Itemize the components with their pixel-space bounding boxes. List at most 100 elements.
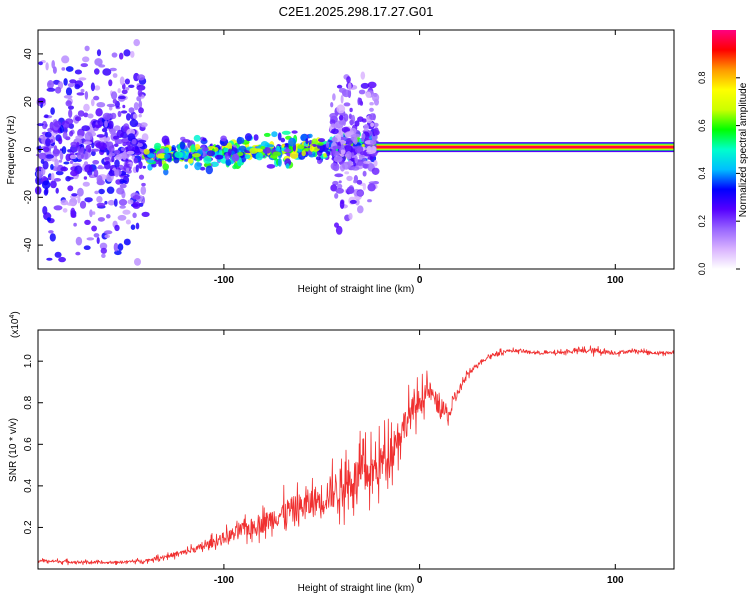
spectrogram-cell (125, 219, 131, 225)
spectrogram-cell (332, 180, 339, 186)
spectrogram-cell (88, 148, 92, 153)
spectrogram-cell (112, 98, 118, 104)
spectrogram-cell (346, 76, 351, 84)
spectrogram-cell (202, 137, 207, 142)
spectrogram-cell (238, 145, 247, 151)
spectrogram-cell (125, 87, 130, 91)
spectrogram-cell (138, 174, 145, 180)
spectrogram-cell (121, 147, 125, 152)
spectrogram-cell (68, 123, 75, 129)
spectrogram-cell (76, 151, 85, 160)
spectrogram-cell (351, 133, 361, 138)
spectrogram-cell (336, 104, 346, 114)
spectrogram-cell (369, 113, 376, 121)
spectrogram-cell (54, 158, 59, 168)
spectrogram-cell (141, 211, 150, 217)
spectrogram-cell (78, 77, 87, 81)
spectrogram-cell (114, 139, 124, 145)
spectrogram-cell (108, 145, 115, 153)
spectrogram-cell (104, 234, 110, 239)
spectrogram-cell (80, 63, 89, 68)
spectrogram-cell (40, 159, 45, 164)
spectrogram-cell (96, 49, 102, 57)
spectrogram-cell (132, 212, 137, 219)
spectrogram-cell (271, 131, 278, 138)
spectrogram-cell (96, 175, 103, 183)
snr-ylabel: SNR (10 * v/v) (8, 418, 19, 482)
spectrogram-cell (225, 158, 232, 166)
spectrogram-cell (111, 156, 115, 163)
spectrogram-cell (45, 138, 51, 147)
colorbar-tick-label: 0.6 (697, 119, 707, 132)
spectrogram-cell (345, 131, 354, 136)
spectrogram-cell (93, 233, 100, 238)
spectrogram-cell (288, 137, 297, 147)
spectrogram-cell (344, 145, 353, 153)
spectrogram-cell (113, 125, 121, 132)
spectrogram-cell (305, 138, 309, 145)
spectrogram-cell (83, 141, 93, 145)
spectrogram-cell (220, 135, 227, 142)
spectrogram-cell (94, 190, 99, 195)
spectrogram-cell (108, 79, 113, 87)
spectrogram-cell (53, 205, 63, 211)
spectrogram-cell (346, 175, 353, 182)
spectrogram-cell (130, 224, 136, 230)
spectrogram-cell (373, 160, 378, 167)
spectrogram-cell (100, 247, 108, 254)
spectrogram-cell (50, 172, 55, 181)
spectrogram-cell (42, 160, 49, 170)
spectrogram-cell (106, 214, 111, 219)
colorbar-tick-label: 0.8 (697, 72, 707, 85)
spectrogram-cell (95, 108, 103, 117)
snr-multiplier: (x104) (9, 311, 21, 338)
spectrogram-cell (357, 116, 364, 122)
spectrogram-cell (122, 104, 126, 109)
spectrogram-cell (335, 187, 345, 194)
spectrogram-cell (118, 199, 128, 206)
spectrogram-cell (61, 55, 70, 64)
spectrogram-cell (127, 199, 134, 205)
spectrogram-cell (260, 146, 266, 150)
spectrogram-cell (309, 145, 314, 152)
spectrogram-cell (106, 186, 115, 194)
spectrogram-cell (339, 200, 345, 209)
spectrogram-cell (123, 49, 131, 57)
spectrogram-cell (49, 121, 54, 131)
spectrogram-ytick-label: 0 (23, 146, 34, 152)
spectrogram-cell (73, 222, 77, 227)
spectrogram-cell (84, 219, 91, 225)
spectrogram-cell (75, 116, 82, 122)
spectrogram-cell (35, 153, 45, 157)
spectrogram-cell (345, 151, 352, 160)
spectrogram-cell (91, 142, 95, 149)
spectrogram-cell (104, 120, 108, 128)
spectrogram-cell (125, 113, 131, 121)
spectrogram-cell (162, 163, 169, 171)
spectrogram-cell (336, 183, 343, 189)
spectrogram-cell (41, 180, 51, 189)
spectrogram-cell (46, 217, 52, 222)
spectrogram-cell (83, 112, 89, 118)
spectrogram-cell (358, 154, 364, 160)
spectrogram-cell (203, 155, 212, 164)
spectrogram-cell (116, 129, 124, 138)
spectrogram-cell (297, 144, 305, 150)
spectrogram-cell (84, 164, 93, 173)
spectrogram-cell (317, 142, 324, 146)
spectrogram-cell (113, 135, 120, 140)
spectrogram-axes: -100 0 100 -40 -20 0 20 40 (23, 30, 624, 286)
snr-ytick-label: 0.2 (23, 520, 34, 534)
spectrogram-cell (340, 149, 346, 155)
snr-xtick-label: 100 (607, 575, 624, 586)
spectrogram-cell (63, 95, 73, 99)
spectrogram-cell (151, 163, 157, 168)
spectrogram-cell (341, 89, 351, 98)
spectrogram-cell (331, 137, 338, 143)
spectrogram-cell (46, 257, 53, 261)
spectrogram-cell (193, 134, 201, 142)
snr-xtick-label: -100 (214, 575, 234, 586)
spectrogram-cell (59, 125, 64, 134)
spectrogram-cell (348, 113, 352, 120)
